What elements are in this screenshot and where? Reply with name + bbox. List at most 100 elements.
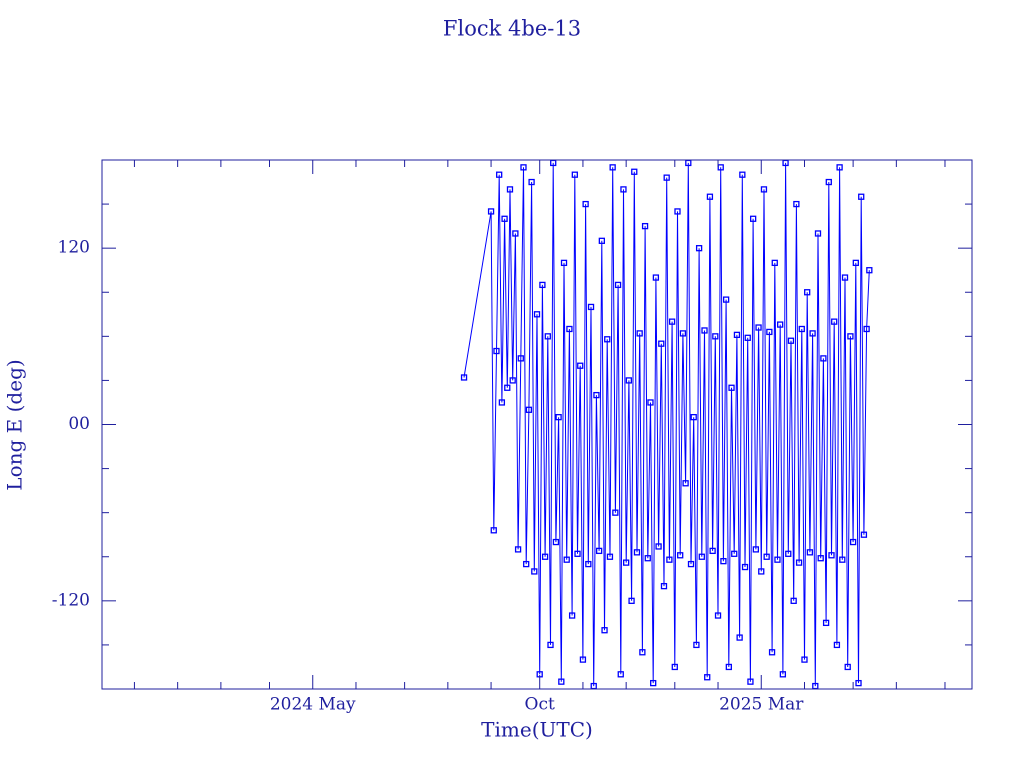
data-point: [582, 200, 589, 208]
data-point: [617, 671, 624, 678]
data-point: [804, 289, 811, 296]
data-point: [852, 259, 859, 267]
data-point: [639, 649, 646, 656]
data-point: [493, 347, 500, 355]
data-point: [520, 164, 527, 171]
y-tick-label: 120: [58, 238, 90, 258]
x-axis-label: Time(UTC): [481, 718, 593, 742]
data-point: [660, 582, 668, 590]
data-point: [512, 230, 519, 237]
data-point: [831, 318, 838, 325]
data-point: [636, 330, 643, 337]
data-point: [809, 330, 816, 337]
data-point: [744, 334, 751, 341]
data-point: [814, 230, 822, 237]
data-point: [595, 547, 603, 555]
data-point: [844, 663, 851, 671]
chart-title: Flock 4be-13: [443, 17, 581, 41]
data-point: [533, 311, 541, 318]
data-point: [841, 274, 849, 281]
data-point: [525, 406, 533, 413]
data-point: [677, 552, 684, 559]
data-point: [755, 324, 762, 331]
data-point: [725, 663, 732, 671]
y-tick-label: 00: [68, 414, 90, 434]
data-point: [623, 559, 630, 566]
data-point: [655, 543, 662, 550]
data-point: [625, 377, 633, 384]
y-tick-label: -120: [52, 590, 90, 610]
data-point: [790, 597, 797, 604]
data-point: [763, 553, 770, 560]
data-point: [739, 171, 746, 178]
data-point: [671, 663, 678, 671]
data-point: [758, 568, 765, 575]
x-tick-label: 2024 May: [270, 695, 356, 715]
data-point: [752, 546, 760, 553]
data-point: [679, 330, 687, 337]
data-point: [504, 384, 511, 391]
data-point: [650, 679, 657, 687]
data-point: [706, 193, 714, 200]
data-point: [620, 186, 627, 193]
data-point: [801, 656, 808, 663]
data-point: [574, 550, 581, 557]
data-point: [847, 333, 854, 340]
data-point: [517, 355, 524, 362]
data-point: [690, 414, 697, 421]
data-point: [687, 560, 695, 568]
data-point: [652, 274, 660, 281]
data-point: [714, 612, 722, 619]
data-point: [528, 178, 535, 186]
data-point: [839, 556, 846, 563]
data-point: [695, 245, 703, 252]
data-point: [506, 186, 514, 193]
data-point: [539, 281, 546, 289]
data-point: [593, 391, 600, 399]
data-point: [779, 671, 787, 678]
data-point: [604, 336, 611, 343]
data-point: [544, 333, 551, 340]
data-point: [460, 374, 468, 381]
plot-area: [460, 160, 873, 689]
data-point: [828, 552, 835, 559]
data-point: [682, 480, 689, 487]
data-point: [668, 318, 676, 325]
data-point: [490, 527, 497, 534]
data-point: [704, 674, 711, 681]
data-point: [644, 555, 651, 562]
data-point: [547, 641, 554, 649]
data-point: [777, 321, 784, 328]
data-point: [793, 200, 800, 208]
data-point: [863, 325, 870, 333]
data-point: [728, 384, 735, 391]
data-point: [795, 559, 803, 566]
data-point: [541, 553, 549, 560]
data-point: [785, 550, 792, 557]
data-point: [858, 193, 865, 200]
data-point: [558, 678, 565, 685]
data-point: [817, 555, 824, 562]
data-point: [731, 550, 738, 557]
data-point: [860, 531, 868, 538]
data-point: [798, 325, 805, 333]
data-point: [514, 546, 522, 553]
data-point: [501, 215, 508, 222]
data-point: [733, 331, 741, 339]
y-axis-label: Long E (deg): [3, 359, 27, 490]
data-point: [768, 649, 776, 656]
data-point: [523, 560, 530, 568]
data-point: [496, 171, 503, 178]
x-tick-label: 2025 Mar: [719, 695, 804, 715]
data-point: [579, 656, 587, 663]
series-line: [463, 162, 870, 687]
data-point: [698, 553, 705, 560]
data-point: [614, 281, 622, 289]
data-point: [577, 362, 584, 369]
data-point: [658, 340, 665, 347]
data-point: [585, 560, 592, 568]
data-point: [606, 553, 614, 560]
data-point: [663, 174, 670, 181]
